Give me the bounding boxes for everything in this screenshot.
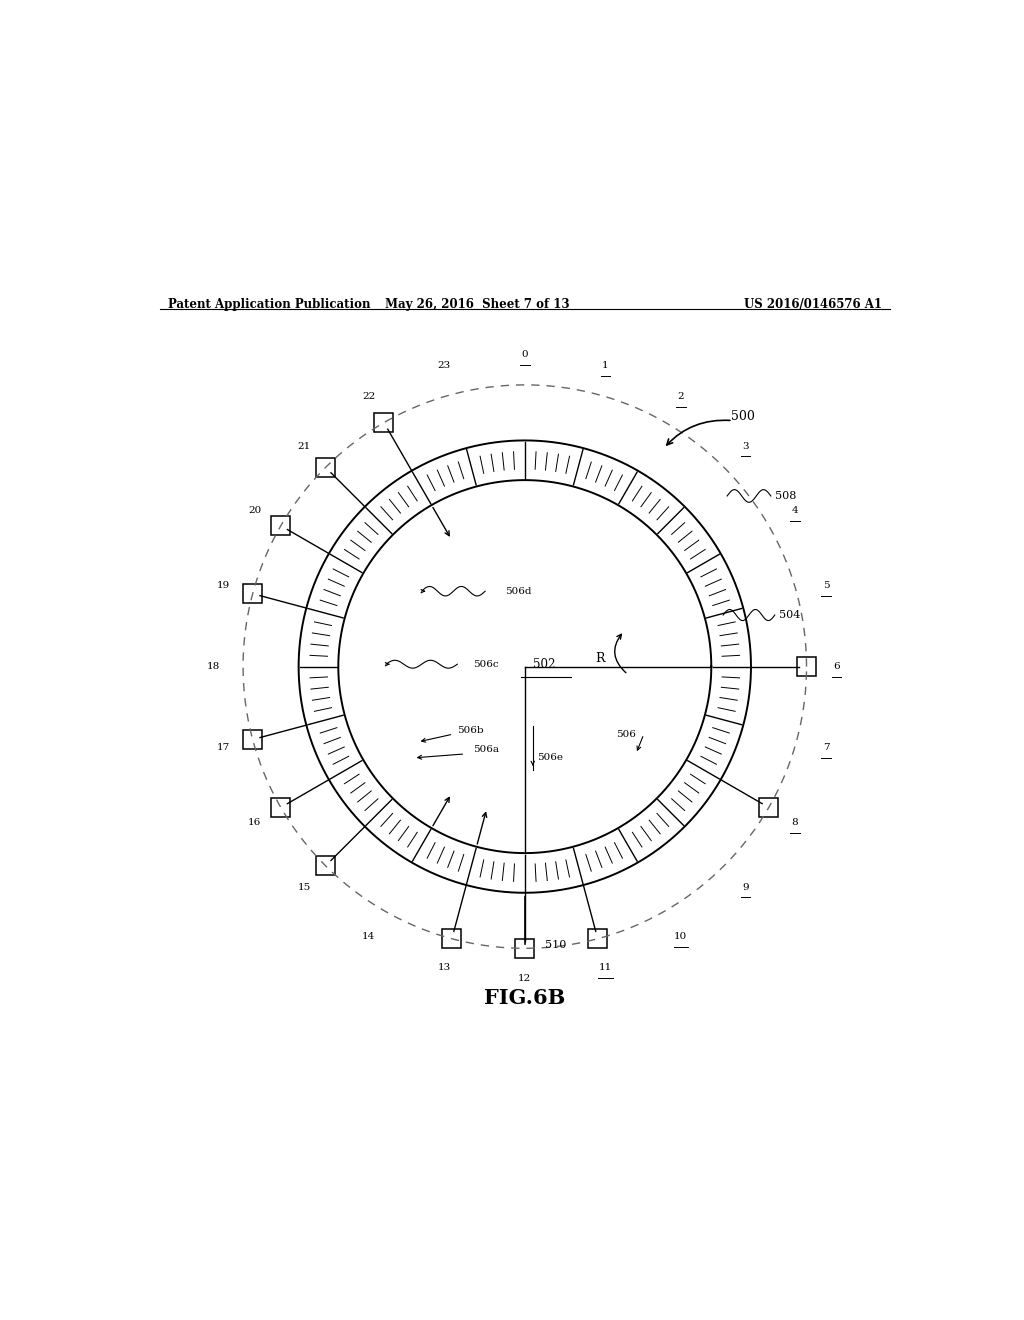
Text: 20: 20 xyxy=(248,506,261,515)
Bar xyxy=(442,929,462,948)
Text: 14: 14 xyxy=(362,932,376,941)
Bar xyxy=(316,458,335,477)
Text: 10: 10 xyxy=(674,932,687,941)
Text: 8: 8 xyxy=(792,818,799,828)
Text: 506a: 506a xyxy=(473,746,500,755)
Text: 23: 23 xyxy=(437,360,451,370)
Text: 3: 3 xyxy=(742,442,749,450)
Text: 506c: 506c xyxy=(473,660,499,669)
Text: 5: 5 xyxy=(822,581,829,590)
Text: 504: 504 xyxy=(778,610,800,620)
Bar xyxy=(375,413,393,432)
Bar xyxy=(243,585,262,603)
Text: 500: 500 xyxy=(731,411,755,424)
Text: 18: 18 xyxy=(206,663,219,671)
Bar xyxy=(759,799,778,817)
Bar xyxy=(316,857,335,875)
Text: 506b: 506b xyxy=(458,726,484,735)
Text: 12: 12 xyxy=(518,974,531,983)
Text: R: R xyxy=(595,652,605,665)
Text: 16: 16 xyxy=(248,818,261,828)
Text: US 2016/0146576 A1: US 2016/0146576 A1 xyxy=(743,297,882,310)
Bar xyxy=(515,939,535,958)
Text: 502: 502 xyxy=(534,657,556,671)
Bar xyxy=(271,799,291,817)
Text: 9: 9 xyxy=(742,883,749,891)
Text: 0: 0 xyxy=(521,350,528,359)
Text: 7: 7 xyxy=(822,743,829,752)
Text: 506: 506 xyxy=(616,730,636,739)
Text: May 26, 2016  Sheet 7 of 13: May 26, 2016 Sheet 7 of 13 xyxy=(385,297,569,310)
Text: 17: 17 xyxy=(217,743,230,752)
Text: 21: 21 xyxy=(298,442,311,450)
Text: 22: 22 xyxy=(362,392,376,401)
Text: 19: 19 xyxy=(217,581,230,590)
Text: FIG.6B: FIG.6B xyxy=(484,989,565,1008)
Text: 2: 2 xyxy=(678,392,684,401)
Text: 1: 1 xyxy=(602,360,609,370)
Bar xyxy=(243,730,262,748)
Text: Patent Application Publication: Patent Application Publication xyxy=(168,297,371,310)
Text: 11: 11 xyxy=(599,964,612,973)
Text: 4: 4 xyxy=(792,506,799,515)
Bar xyxy=(797,657,816,676)
Text: 508: 508 xyxy=(775,491,796,502)
Text: 13: 13 xyxy=(437,964,451,973)
Text: 15: 15 xyxy=(298,883,311,891)
Text: 506d: 506d xyxy=(505,586,531,595)
Text: 506e: 506e xyxy=(537,754,563,763)
Text: 510: 510 xyxy=(545,940,566,950)
Bar xyxy=(271,516,291,535)
Text: 6: 6 xyxy=(834,663,840,671)
Bar xyxy=(588,929,607,948)
